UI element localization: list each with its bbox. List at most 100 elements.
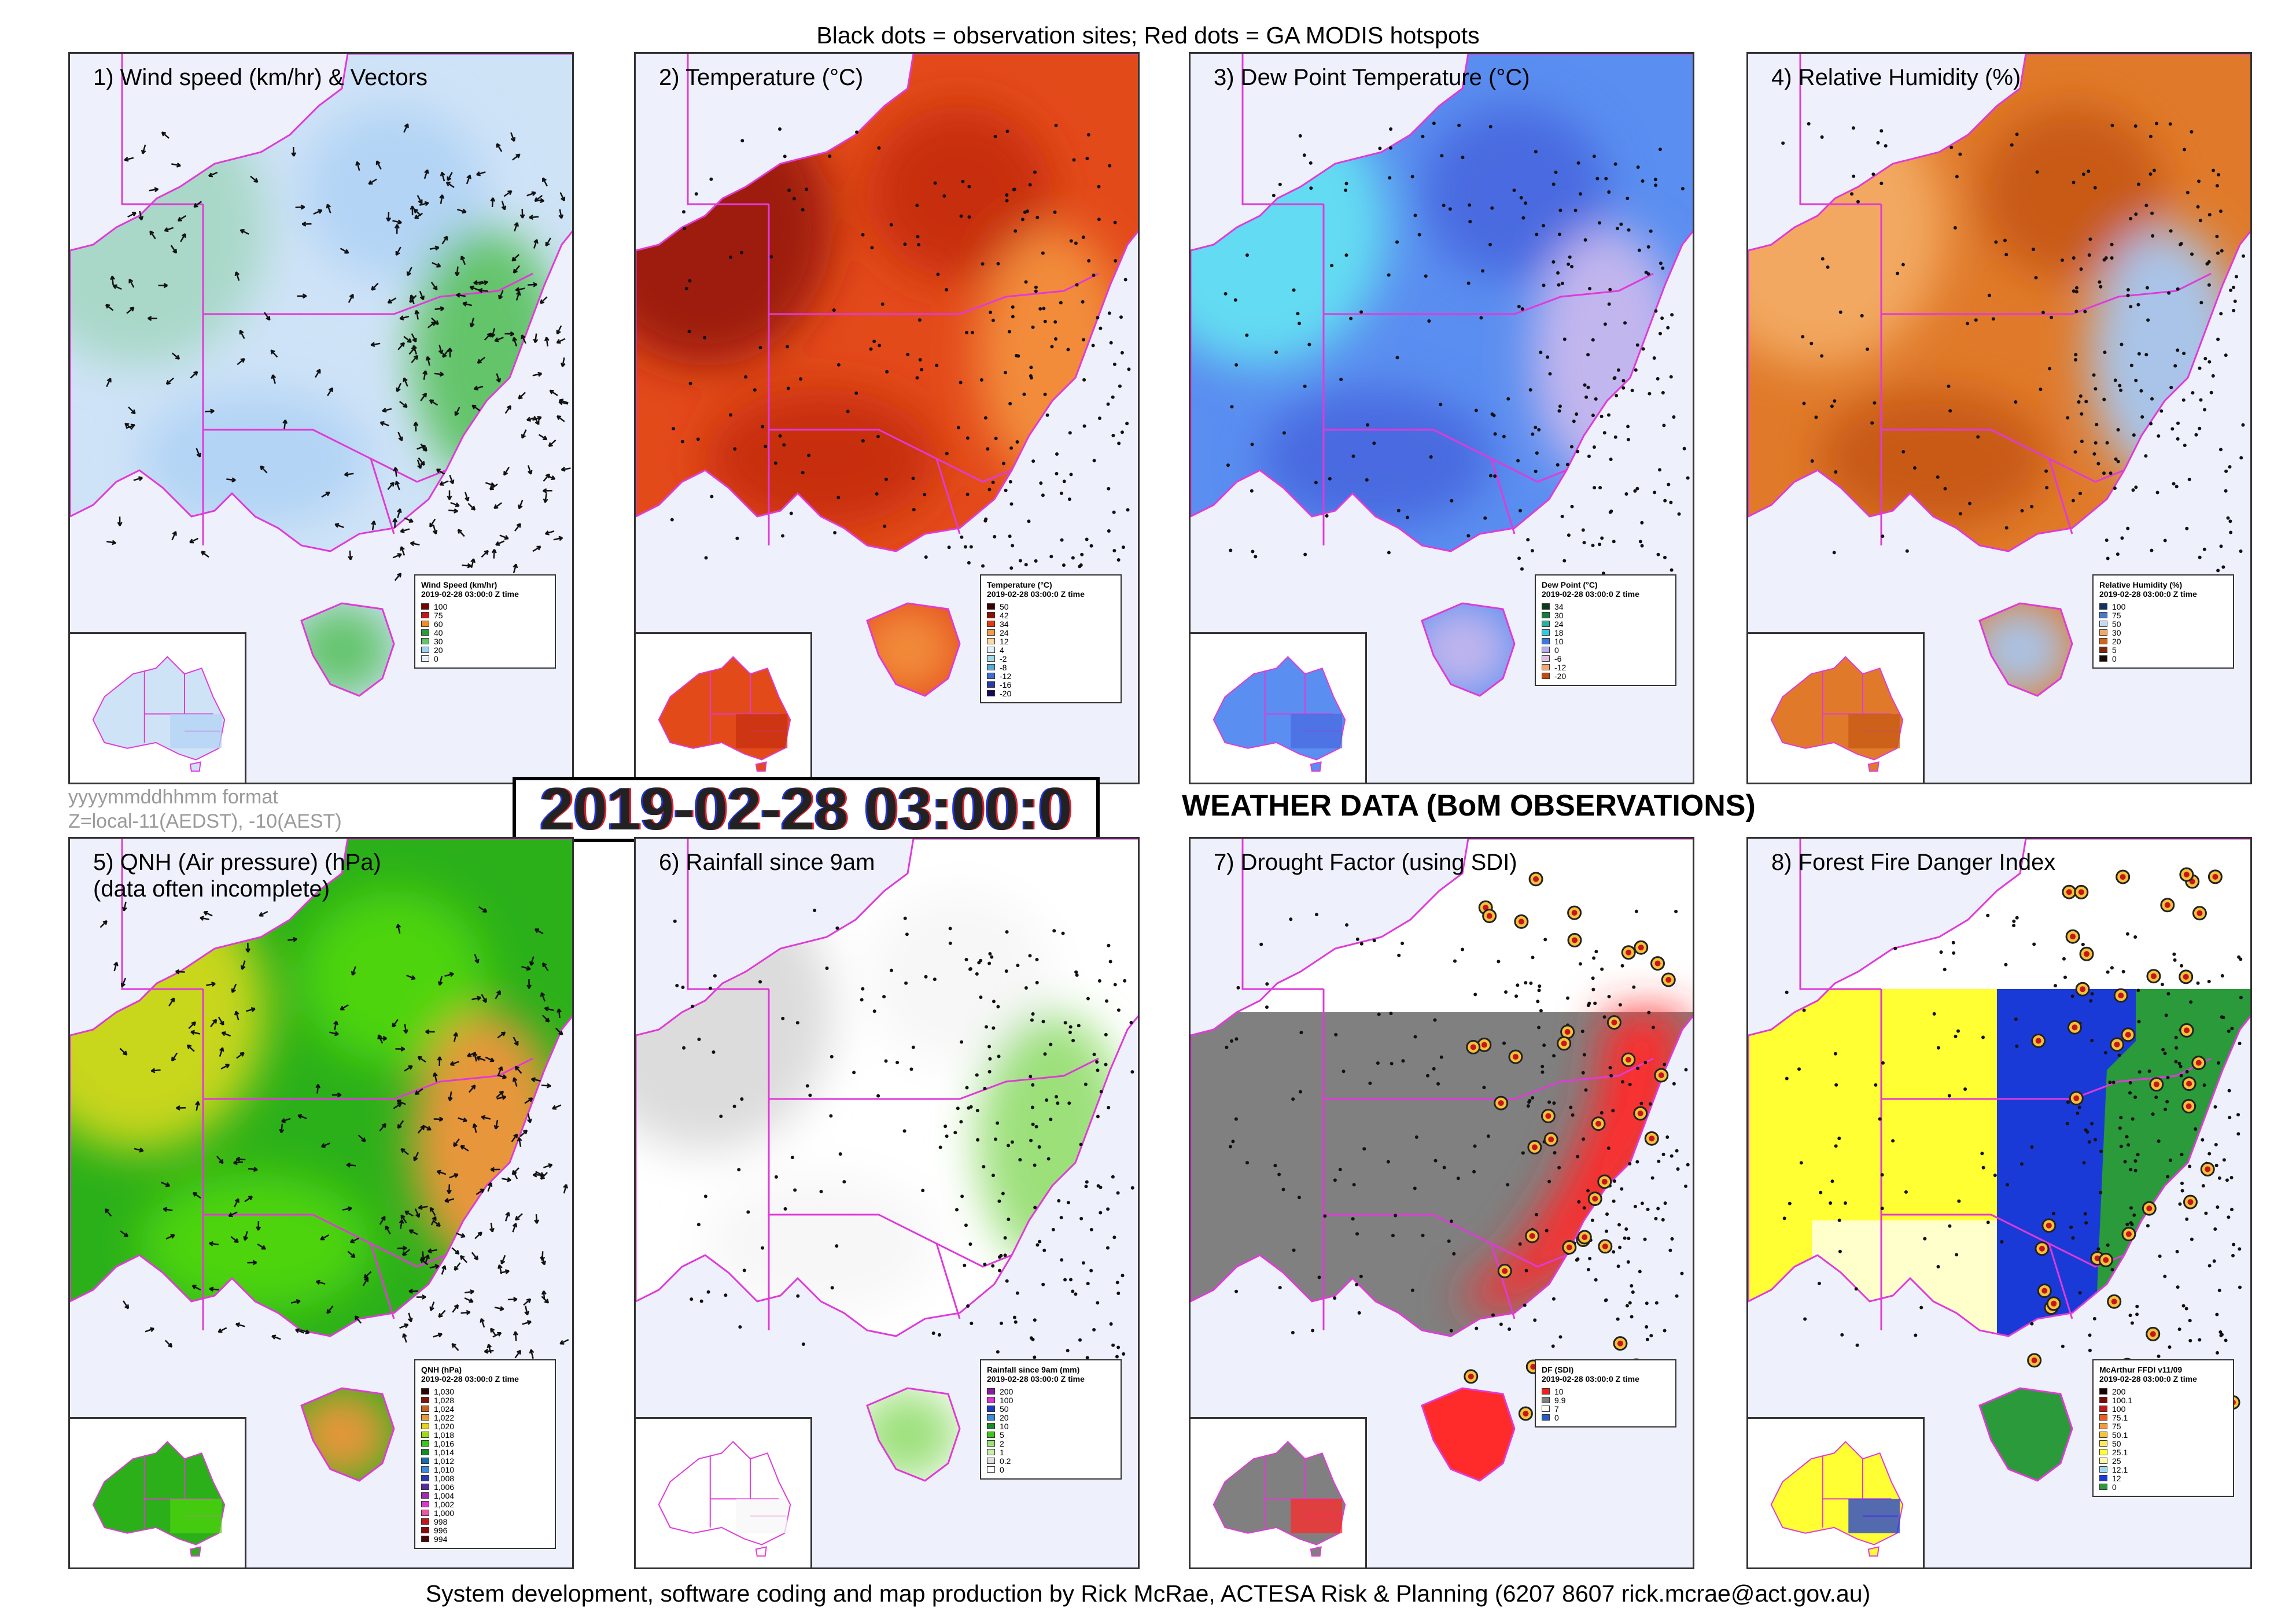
legend-swatch xyxy=(2099,1466,2107,1473)
legend-label: 1,004 xyxy=(434,1491,455,1500)
legend-label: 25 xyxy=(2112,1456,2121,1466)
panel-rainfall: 6) Rainfall since 9am Rainfall since 9am… xyxy=(634,837,1140,1569)
legend-swatch xyxy=(421,1475,429,1481)
legend-swatch xyxy=(987,673,995,679)
legend-item: 100 xyxy=(987,1395,1115,1405)
australia-inset-map xyxy=(70,1417,246,1567)
legend-item: 5 xyxy=(2099,645,2227,655)
legend-item: 10 xyxy=(1542,1387,1670,1396)
legend-item: 2 xyxy=(987,1439,1115,1448)
legend-swatch xyxy=(2099,629,2107,636)
legend-swatch xyxy=(987,1440,995,1447)
legend-title: Dew Point (°C) xyxy=(1542,580,1598,589)
observation-sites xyxy=(1225,909,1690,1348)
legend-swatch xyxy=(1542,629,1550,636)
panel-drought-factor: 7) Drought Factor (using SDI) DF (SDI) 20… xyxy=(1189,837,1694,1569)
legend-item: 34 xyxy=(987,619,1115,629)
legend-swatch xyxy=(987,629,995,636)
legend: Wind Speed (km/hr) 2019-02-28 03:00:0 Z t… xyxy=(414,574,556,669)
legend-swatch xyxy=(421,603,429,610)
legend-item: 1 xyxy=(987,1448,1115,1457)
legend-label: 1,010 xyxy=(434,1465,455,1474)
legend-swatch xyxy=(2099,612,2107,618)
legend-swatch xyxy=(421,1432,429,1438)
legend-swatch xyxy=(987,1432,995,1438)
legend-swatch xyxy=(2099,1432,2107,1438)
legend-item: 75 xyxy=(2099,1422,2227,1431)
panel-temperature: 2) Temperature (°C) Temperature (°C) 2019… xyxy=(634,52,1140,784)
legend-label: -6 xyxy=(1554,654,1562,663)
timestamp-display: 2019-02-28 03:00:0 xyxy=(513,777,1100,842)
legend-swatch xyxy=(421,1423,429,1429)
legend-swatch xyxy=(421,1518,429,1525)
legend-swatch xyxy=(987,621,995,627)
modis-hotspots xyxy=(2027,867,2240,1419)
legend-label: 34 xyxy=(1554,602,1564,611)
observation-sites xyxy=(1781,121,2246,573)
legend-swatch xyxy=(1542,664,1550,670)
legend-label: 12.1 xyxy=(2112,1465,2128,1474)
legend-swatch xyxy=(421,1406,429,1412)
legend-label: 0.2 xyxy=(1000,1456,1011,1466)
legend-swatch xyxy=(987,612,995,618)
legend-item: 42 xyxy=(987,611,1115,620)
legend-swatch xyxy=(2099,647,2107,653)
legend-label: 996 xyxy=(434,1525,448,1535)
legend-swatch xyxy=(421,1527,429,1533)
legend-item: -20 xyxy=(987,689,1115,698)
panel-title: 2) Temperature (°C) xyxy=(659,65,864,90)
legend-label: 1,006 xyxy=(434,1482,455,1492)
legend-label: 5 xyxy=(1000,1430,1004,1440)
legend-item: 1,018 xyxy=(421,1430,549,1440)
observation-sites xyxy=(673,909,1134,1360)
legend-label: 50 xyxy=(2112,1438,2121,1448)
legend-item: 50.1 xyxy=(2099,1430,2227,1440)
legend-label: 100 xyxy=(1000,1395,1014,1405)
legend-label: 0 xyxy=(2112,654,2117,663)
legend-item: 100 xyxy=(2099,602,2227,611)
legend-swatch xyxy=(2099,1458,2107,1464)
legend-swatch xyxy=(1542,1414,1550,1421)
panel-relative-humidity: 4) Relative Humidity (%) Relative Humidi… xyxy=(1746,52,2252,784)
legend-item: 75.1 xyxy=(2099,1413,2227,1422)
legend-item: 50 xyxy=(987,1404,1115,1414)
forest-fire-danger-map xyxy=(1748,839,2250,1567)
legend-label: 0 xyxy=(2112,1482,2117,1492)
legend-swatch xyxy=(421,1458,429,1464)
australia-inset-map xyxy=(636,1417,812,1567)
observation-sites xyxy=(1223,121,1690,576)
legend-item: 34 xyxy=(1542,602,1670,611)
legend-item: 75 xyxy=(421,610,549,620)
legend-label: 75 xyxy=(434,610,443,620)
legend-item: 1,004 xyxy=(421,1491,549,1500)
australia-inset-map xyxy=(70,632,246,783)
panel-title: 1) Wind speed (km/hr) & Vectors xyxy=(93,65,427,90)
legend-item: 1,010 xyxy=(421,1465,549,1474)
legend-item: 5 xyxy=(987,1430,1115,1440)
legend-item: 12 xyxy=(987,637,1115,646)
legend-subtitle: 2019-02-28 03:00:0 Z time xyxy=(2099,1374,2197,1384)
legend-swatch xyxy=(421,1440,429,1447)
legend-label: 0 xyxy=(1554,1412,1559,1422)
australia-inset-map xyxy=(1191,1417,1367,1567)
legend-item: 25.1 xyxy=(2099,1448,2227,1457)
legend-item: 1,024 xyxy=(421,1404,549,1414)
legend-label: 0 xyxy=(1554,645,1559,655)
section-title: WEATHER DATA (BoM OBSERVATIONS) xyxy=(1182,789,1756,822)
legend-item: 1,012 xyxy=(421,1456,549,1466)
legend-swatch xyxy=(2099,1475,2107,1481)
legend-swatch xyxy=(1542,1388,1550,1395)
legend-label: 4 xyxy=(1000,645,1004,655)
legend-swatch xyxy=(421,629,429,636)
australia-inset-map xyxy=(1748,1417,1925,1567)
legend-title: Rainfall since 9am (mm) xyxy=(987,1365,1080,1374)
legend-label: 1,012 xyxy=(434,1456,455,1466)
legend-title: Wind Speed (km/hr) xyxy=(421,580,497,589)
legend-item: 1,014 xyxy=(421,1448,549,1457)
legend-swatch xyxy=(2099,1449,2107,1455)
legend-label: 50 xyxy=(2112,619,2121,629)
legend-swatch xyxy=(2099,1388,2107,1395)
legend-swatch xyxy=(987,681,995,688)
legend-item: 25 xyxy=(2099,1456,2227,1466)
legend-item: 0 xyxy=(1542,1413,1670,1422)
